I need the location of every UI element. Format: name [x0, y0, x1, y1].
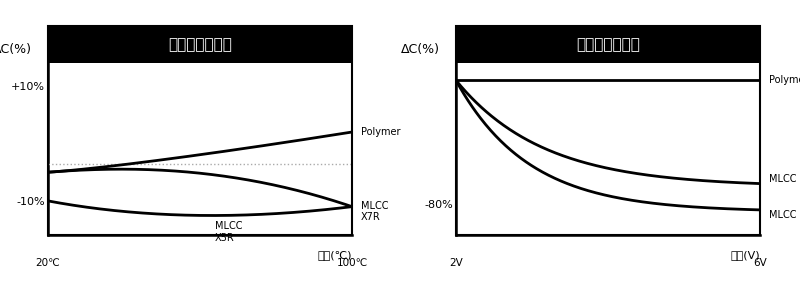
Text: MLCC
X5R: MLCC X5R [215, 221, 242, 243]
Text: ΔC(%): ΔC(%) [0, 43, 32, 56]
Text: 容量の温度特性: 容量の温度特性 [168, 37, 232, 52]
Text: ΔC(%): ΔC(%) [402, 43, 440, 56]
Text: MLCC
X7R: MLCC X7R [361, 201, 389, 222]
Text: 100℃: 100℃ [336, 258, 368, 268]
Text: Polymer: Polymer [769, 75, 800, 85]
Text: MLCC 1608: MLCC 1608 [769, 210, 800, 220]
Text: Polymer: Polymer [361, 127, 401, 137]
Text: 2V: 2V [449, 258, 463, 268]
Text: 電圧(V): 電圧(V) [730, 250, 760, 260]
Text: 20℃: 20℃ [36, 258, 60, 268]
Text: 温度(℃): 温度(℃) [318, 250, 352, 260]
Text: 6V: 6V [753, 258, 767, 268]
Text: MLCC 2012: MLCC 2012 [769, 174, 800, 184]
Text: 容量の電圧特性: 容量の電圧特性 [576, 37, 640, 52]
